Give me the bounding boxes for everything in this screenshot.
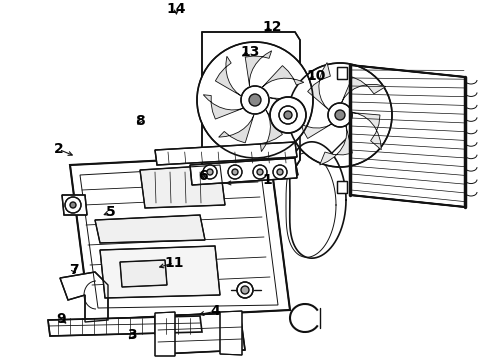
Circle shape <box>232 169 238 175</box>
Circle shape <box>279 106 297 124</box>
Circle shape <box>273 165 287 179</box>
Polygon shape <box>203 95 243 119</box>
Polygon shape <box>337 67 347 79</box>
Polygon shape <box>48 316 202 336</box>
Polygon shape <box>245 51 271 86</box>
Circle shape <box>257 169 263 175</box>
Circle shape <box>288 63 392 167</box>
Polygon shape <box>62 195 87 215</box>
Text: 9: 9 <box>56 312 66 325</box>
Polygon shape <box>219 115 254 143</box>
Circle shape <box>241 286 249 294</box>
Polygon shape <box>100 246 220 298</box>
Polygon shape <box>202 32 300 168</box>
Polygon shape <box>337 181 347 193</box>
Polygon shape <box>260 160 298 178</box>
Polygon shape <box>308 63 330 110</box>
Polygon shape <box>120 260 167 287</box>
Text: 7: 7 <box>69 263 78 277</box>
Text: 4: 4 <box>211 305 220 318</box>
Text: 6: 6 <box>198 170 208 183</box>
Circle shape <box>241 86 269 114</box>
Circle shape <box>249 94 261 106</box>
Polygon shape <box>60 272 108 322</box>
Polygon shape <box>220 311 242 355</box>
Circle shape <box>328 103 352 127</box>
Polygon shape <box>342 77 386 103</box>
Circle shape <box>228 165 242 179</box>
Circle shape <box>253 165 267 179</box>
Text: 3: 3 <box>127 328 137 342</box>
Text: 5: 5 <box>105 206 115 219</box>
Text: 8: 8 <box>135 114 145 127</box>
Polygon shape <box>216 56 241 96</box>
Circle shape <box>70 202 76 208</box>
Circle shape <box>335 110 345 120</box>
Polygon shape <box>270 98 299 127</box>
Circle shape <box>284 111 292 119</box>
Polygon shape <box>352 113 381 150</box>
Polygon shape <box>319 125 352 165</box>
Polygon shape <box>155 313 245 354</box>
Polygon shape <box>155 142 297 165</box>
Polygon shape <box>70 155 290 320</box>
Polygon shape <box>350 65 465 207</box>
Polygon shape <box>140 165 225 208</box>
Circle shape <box>270 97 306 133</box>
Text: 13: 13 <box>240 45 260 59</box>
Polygon shape <box>263 66 304 87</box>
Circle shape <box>277 169 283 175</box>
Polygon shape <box>260 110 282 152</box>
Text: 12: 12 <box>262 20 282 34</box>
Text: 1: 1 <box>262 173 272 187</box>
Circle shape <box>203 165 217 179</box>
Polygon shape <box>95 215 205 243</box>
Circle shape <box>197 42 313 158</box>
Text: 11: 11 <box>164 256 184 270</box>
Polygon shape <box>155 312 175 356</box>
Circle shape <box>207 169 213 175</box>
Polygon shape <box>190 158 297 185</box>
Polygon shape <box>286 111 332 139</box>
Text: 2: 2 <box>54 143 64 156</box>
Circle shape <box>237 282 253 298</box>
Circle shape <box>65 197 81 213</box>
Text: 14: 14 <box>167 2 186 16</box>
Text: 10: 10 <box>306 69 326 82</box>
